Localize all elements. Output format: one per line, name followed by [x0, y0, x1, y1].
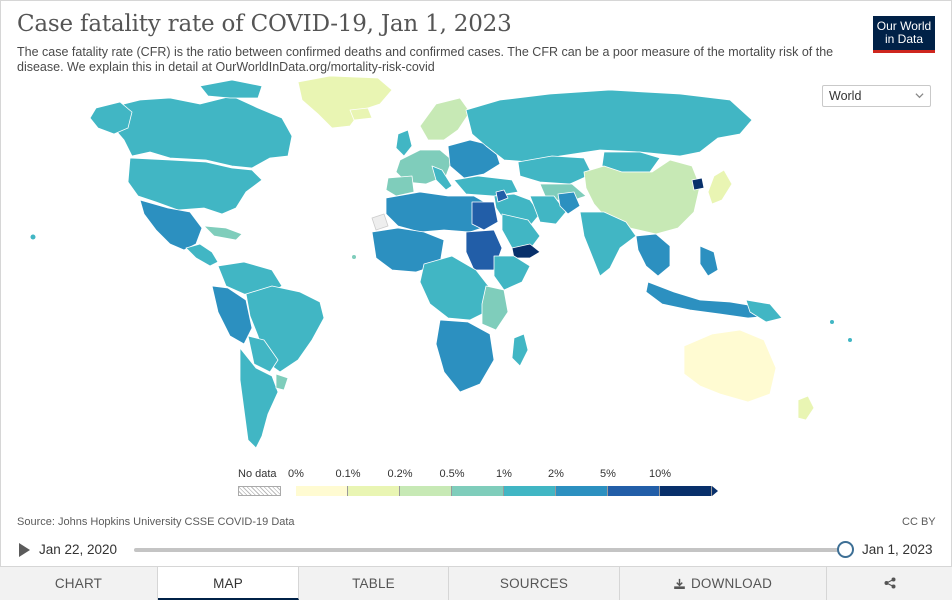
- region-central-america: [185, 243, 219, 267]
- tab-table[interactable]: TABLE: [299, 567, 449, 600]
- legend-bin: [504, 486, 556, 496]
- legend-bin: [452, 486, 504, 496]
- legend-bin: [660, 486, 712, 496]
- share-icon: [884, 577, 895, 589]
- region-pacific-islands-3: [352, 255, 356, 259]
- legend-bin: [348, 486, 400, 496]
- tab-bar: CHART MAP TABLE SOURCES DOWNLOAD: [0, 566, 952, 600]
- tab-chart-label: CHART: [54, 576, 103, 591]
- legend-no-data-swatch: [238, 486, 281, 496]
- timeline-track[interactable]: [134, 548, 846, 552]
- country-egypt: [471, 201, 499, 231]
- country-usa-alaska: [89, 101, 133, 135]
- country-uk: [395, 129, 413, 157]
- chart-title: Case fatality rate of COVID-19, Jan 1, 2…: [17, 11, 512, 37]
- legend-tick-label: 0.5%: [439, 468, 465, 480]
- world-map[interactable]: [0, 70, 952, 465]
- legend-bin: [400, 486, 452, 496]
- tab-chart[interactable]: CHART: [0, 567, 158, 600]
- region-pacific-islands-1: [830, 320, 834, 324]
- tab-download-label: DOWNLOAD: [690, 576, 773, 591]
- country-canada-islands: [199, 79, 263, 99]
- legend-bin: [296, 486, 348, 496]
- tab-table-label: TABLE: [352, 576, 395, 591]
- legend-tick-label: 0.2%: [387, 468, 413, 480]
- region-horn-of-africa: [493, 255, 531, 291]
- country-canada: [107, 95, 293, 169]
- legend-arrow: [712, 486, 718, 496]
- legend-tick-label: 5%: [600, 468, 616, 480]
- chart-subtitle: The case fatality rate (CFR) is the rati…: [17, 45, 834, 74]
- license-label[interactable]: CC BY: [902, 516, 936, 528]
- country-china: [583, 159, 701, 235]
- country-western-sahara: [371, 213, 389, 231]
- region-eastern-europe: [447, 139, 501, 179]
- tab-download[interactable]: DOWNLOAD: [620, 567, 827, 600]
- chevron-down-icon: [915, 93, 924, 99]
- tab-map[interactable]: MAP: [158, 567, 299, 600]
- legend-tick-label: 0.1%: [335, 468, 361, 480]
- country-madagascar: [511, 333, 529, 367]
- region-iberia: [385, 175, 415, 197]
- country-syria: [495, 189, 509, 203]
- tab-map-label: MAP: [213, 576, 243, 591]
- timeline-end-date: Jan 1, 2023: [862, 542, 933, 557]
- color-legend: No data 0% 0.1% 0.2% 0.5% 1% 2% 5% 10%: [232, 466, 722, 500]
- region-select[interactable]: World: [822, 85, 931, 107]
- play-icon[interactable]: [19, 543, 30, 557]
- country-russia: [465, 89, 753, 163]
- region-southeast-asia: [635, 233, 671, 277]
- tab-share[interactable]: [827, 567, 952, 600]
- tab-sources-label: SOURCES: [499, 576, 569, 591]
- region-east-africa: [481, 285, 509, 331]
- region-caribbean: [203, 225, 243, 241]
- country-iceland: [349, 107, 373, 121]
- country-kazakhstan: [517, 155, 593, 185]
- region-southern-africa: [435, 319, 495, 393]
- country-new-zealand: [797, 395, 815, 421]
- legend-tick-label: 10%: [648, 468, 672, 480]
- download-icon: [674, 578, 685, 589]
- country-philippines: [699, 245, 719, 277]
- region-north-africa: [385, 191, 489, 233]
- country-australia: [683, 329, 777, 403]
- legend-tick-label: 0%: [288, 468, 304, 480]
- country-italy: [431, 165, 453, 191]
- region-southern-cone: [239, 347, 279, 449]
- legend-no-data-label: No data: [238, 468, 277, 480]
- country-uruguay: [275, 373, 289, 391]
- country-india: [579, 211, 637, 277]
- region-scandinavia: [419, 97, 471, 141]
- region-central-africa: [419, 255, 491, 321]
- source-note[interactable]: Source: Johns Hopkins University CSSE CO…: [17, 516, 295, 528]
- region-select-value: World: [829, 89, 862, 103]
- country-papua-new-guinea: [745, 299, 783, 323]
- country-japan: [707, 169, 733, 205]
- legend-bin: [556, 486, 608, 496]
- legend-tick-label: 1%: [496, 468, 512, 480]
- country-usa-hawaii: [30, 234, 36, 240]
- country-north-korea: [691, 177, 705, 191]
- logo-line-2: in Data: [884, 32, 924, 46]
- timeline-start-date: Jan 22, 2020: [39, 542, 118, 557]
- country-afghanistan: [557, 191, 581, 215]
- legend-tick-label: 2%: [548, 468, 564, 480]
- timeline-handle[interactable]: [837, 541, 854, 558]
- country-greenland: [297, 75, 393, 129]
- country-usa: [127, 157, 263, 215]
- country-iran: [529, 195, 567, 225]
- legend-bin: [608, 486, 660, 496]
- region-pacific-islands-2: [848, 338, 852, 342]
- region-turkey-balkans: [453, 175, 519, 197]
- logo-line-1: Our World: [876, 19, 932, 33]
- owid-logo[interactable]: Our World in Data: [873, 16, 935, 53]
- tab-sources[interactable]: SOURCES: [449, 567, 620, 600]
- region-bolivia-paraguay: [247, 335, 279, 373]
